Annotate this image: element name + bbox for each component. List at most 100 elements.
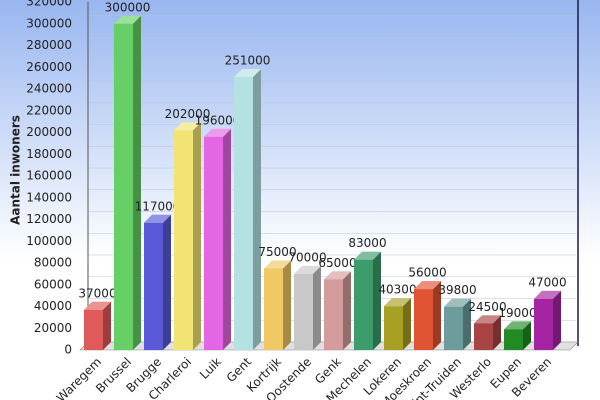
bar	[354, 259, 373, 350]
value-label: 300000	[105, 0, 151, 14]
bar-top-light	[324, 271, 351, 280]
bar-top-light	[444, 298, 471, 307]
bar	[384, 306, 403, 350]
bar-top-light	[234, 69, 261, 78]
bar-side	[193, 122, 201, 350]
bar-side-shade	[313, 265, 321, 350]
bar-top-light	[414, 281, 441, 290]
value-label: 47000	[528, 275, 566, 289]
bar-top	[414, 281, 441, 290]
value-label: 40300	[378, 283, 416, 297]
value-label: 117000	[135, 199, 181, 213]
bar-top	[84, 301, 111, 310]
bar-top	[114, 15, 141, 24]
bar-top	[324, 271, 351, 280]
value-label: 75000	[258, 245, 296, 259]
bar-top-light	[144, 214, 171, 223]
bar	[144, 222, 163, 350]
y-tick-label: 200000	[26, 125, 72, 139]
y-tick-label: 40000	[34, 299, 72, 313]
bar-top	[384, 298, 411, 307]
bar-top-light	[264, 260, 291, 269]
value-label: 202000	[165, 107, 211, 121]
value-label: 251000	[225, 54, 271, 68]
bar-top-light	[84, 301, 111, 310]
value-label: 19000	[498, 306, 536, 320]
bar	[414, 289, 433, 350]
bar	[174, 130, 193, 350]
y-tick-label: 180000	[26, 147, 72, 161]
value-label: 37000	[78, 286, 116, 300]
bar	[264, 268, 283, 350]
bar	[474, 323, 493, 350]
bar-side	[103, 301, 111, 350]
bar-top-light	[534, 290, 561, 299]
bar-side-shade	[403, 298, 411, 350]
bar-top	[204, 128, 231, 137]
bar-side	[283, 260, 291, 350]
y-tick-label: 100000	[26, 234, 72, 248]
value-label: 39800	[438, 283, 476, 297]
bar-side	[553, 290, 561, 350]
bar-side-shade	[493, 315, 501, 350]
y-tick-label: 140000	[26, 190, 72, 204]
bar-top	[144, 214, 171, 223]
bar-side-shade	[433, 281, 441, 350]
y-tick-label: 80000	[34, 256, 72, 270]
value-label: 83000	[348, 236, 386, 250]
y-tick-label: 260000	[26, 60, 72, 74]
bar-side	[493, 315, 501, 350]
y-tick-label: 120000	[26, 212, 72, 226]
bar-top	[234, 69, 261, 78]
bar-top-light	[294, 265, 321, 274]
bar-side-shade	[253, 69, 261, 350]
bar-side	[313, 265, 321, 350]
bar-side	[223, 128, 231, 350]
bar	[324, 279, 343, 350]
bar-side-shade	[163, 214, 171, 350]
bar-side-shade	[223, 128, 231, 350]
bar	[84, 309, 103, 350]
bar-side	[373, 251, 381, 350]
bar-top-light	[384, 298, 411, 307]
bar-side	[403, 298, 411, 350]
bar-side	[343, 271, 351, 350]
bar-top	[174, 122, 201, 131]
bar-top-light	[114, 15, 141, 24]
value-label: 24500	[468, 300, 506, 314]
bar-side-shade	[373, 251, 381, 350]
bar-side	[163, 214, 171, 350]
y-tick-label: 0	[64, 343, 72, 357]
y-tick-label: 220000	[26, 103, 72, 117]
value-label: 196000	[195, 113, 241, 127]
y-tick-label: 300000	[26, 16, 72, 30]
bar-side	[253, 69, 261, 350]
bar-side	[133, 15, 141, 350]
bar-side	[463, 298, 471, 350]
bar-side-shade	[553, 290, 561, 350]
y-axis-label: Aantal inwoners	[9, 115, 23, 225]
bar-top	[444, 298, 471, 307]
bar-side-shade	[193, 122, 201, 350]
bar-top	[534, 290, 561, 299]
bar-side-shade	[133, 15, 141, 350]
bar	[234, 77, 253, 350]
bar-side-shade	[343, 271, 351, 350]
bar-side-shade	[523, 321, 531, 350]
bar-side-shade	[283, 260, 291, 350]
bar-top-light	[204, 128, 231, 137]
value-label: 70000	[288, 250, 326, 264]
bar-top	[354, 251, 381, 260]
y-tick-label: 280000	[26, 38, 72, 52]
y-tick-label: 160000	[26, 169, 72, 183]
value-label: 56000	[408, 266, 446, 280]
value-label: 65000	[318, 256, 356, 270]
bar-top-light	[504, 321, 531, 330]
y-tick-label: 240000	[26, 82, 72, 96]
bar	[204, 136, 223, 350]
bar-side	[523, 321, 531, 350]
bar-top	[294, 265, 321, 274]
bar-side-shade	[103, 301, 111, 350]
bar-side-shade	[463, 298, 471, 350]
